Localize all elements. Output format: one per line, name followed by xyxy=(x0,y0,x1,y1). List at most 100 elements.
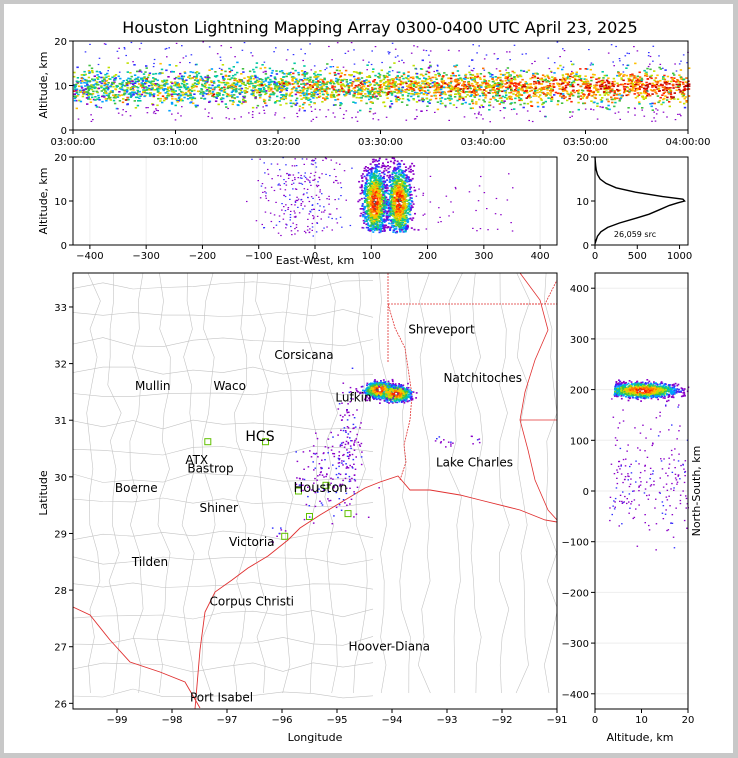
source-point xyxy=(634,85,637,87)
source-point xyxy=(311,222,314,225)
source-point xyxy=(102,76,105,79)
source-point xyxy=(412,98,415,101)
source-point xyxy=(640,86,644,88)
source-point xyxy=(521,53,524,55)
source-point xyxy=(608,108,611,111)
source-point xyxy=(250,89,253,91)
source-point xyxy=(457,74,461,77)
source-point xyxy=(523,102,526,105)
source-point xyxy=(577,108,580,111)
source-point xyxy=(397,99,400,101)
source-point xyxy=(512,93,515,95)
source-point xyxy=(275,70,278,72)
y-tick-label: 10 xyxy=(54,82,67,93)
source-point xyxy=(521,86,524,88)
source-point xyxy=(125,82,128,84)
source-point xyxy=(373,177,376,179)
source-point xyxy=(126,103,129,106)
source-point xyxy=(233,84,236,87)
source-point xyxy=(553,72,556,74)
source-point xyxy=(181,91,184,94)
source-point xyxy=(141,83,144,85)
source-point xyxy=(365,79,368,81)
source-point xyxy=(294,89,297,92)
source-point xyxy=(255,62,259,64)
source-point xyxy=(378,74,382,76)
source-point xyxy=(107,87,110,90)
source-point xyxy=(550,79,553,81)
source-point xyxy=(510,87,513,89)
source-point xyxy=(259,93,263,96)
source-point xyxy=(443,72,446,74)
source-point xyxy=(334,99,337,101)
source-point xyxy=(73,86,77,89)
source-point xyxy=(422,82,425,85)
source-point xyxy=(157,90,160,92)
source-point xyxy=(331,59,333,61)
source-point xyxy=(270,72,274,74)
source-point xyxy=(552,83,555,85)
source-point xyxy=(388,51,391,53)
source-point xyxy=(426,70,429,73)
source-point xyxy=(109,99,112,101)
source-point xyxy=(399,223,402,226)
source-point xyxy=(242,99,245,101)
source-point xyxy=(123,93,126,96)
source-point xyxy=(270,89,273,91)
source-point xyxy=(310,184,312,186)
source-point xyxy=(425,78,428,81)
source-point xyxy=(92,98,96,101)
source-point xyxy=(472,227,474,229)
source-point xyxy=(528,94,531,96)
source-point xyxy=(153,62,155,65)
source-point xyxy=(334,116,336,118)
source-point xyxy=(418,188,420,190)
source-point xyxy=(310,106,312,108)
source-point xyxy=(390,226,393,229)
source-point xyxy=(252,68,255,71)
source-point xyxy=(296,91,299,94)
source-point xyxy=(144,79,148,82)
source-point xyxy=(277,184,279,186)
source-point xyxy=(210,81,213,84)
source-point xyxy=(294,201,297,203)
source-point xyxy=(416,77,419,79)
source-point xyxy=(612,77,616,80)
source-point xyxy=(377,214,380,216)
source-point xyxy=(567,93,570,96)
source-point xyxy=(495,91,499,94)
source-point xyxy=(409,85,413,87)
source-point xyxy=(310,196,313,198)
source-point xyxy=(212,93,216,95)
source-point xyxy=(457,91,460,94)
source-point xyxy=(283,85,286,88)
source-point xyxy=(217,86,220,88)
source-point xyxy=(352,95,355,98)
source-point xyxy=(571,90,575,92)
source-point xyxy=(306,178,308,180)
source-point xyxy=(575,79,579,81)
source-point xyxy=(252,111,254,113)
source-point xyxy=(672,84,675,87)
source-point xyxy=(345,81,349,83)
source-point xyxy=(596,118,599,120)
source-point xyxy=(98,81,102,83)
source-point xyxy=(471,78,474,81)
source-point xyxy=(405,210,408,212)
source-point xyxy=(631,73,634,76)
source-point xyxy=(442,80,445,82)
source-point xyxy=(546,74,549,77)
source-point xyxy=(491,92,494,94)
source-point xyxy=(133,100,136,102)
source-point xyxy=(556,92,560,95)
source-point xyxy=(486,85,490,88)
source-point xyxy=(653,102,656,105)
source-point xyxy=(608,91,611,94)
source-point xyxy=(447,84,450,86)
source-point xyxy=(394,222,397,224)
source-point xyxy=(388,74,391,76)
source-point xyxy=(522,85,525,88)
source-point xyxy=(607,77,610,79)
source-point xyxy=(569,91,573,94)
source-point xyxy=(358,73,361,75)
